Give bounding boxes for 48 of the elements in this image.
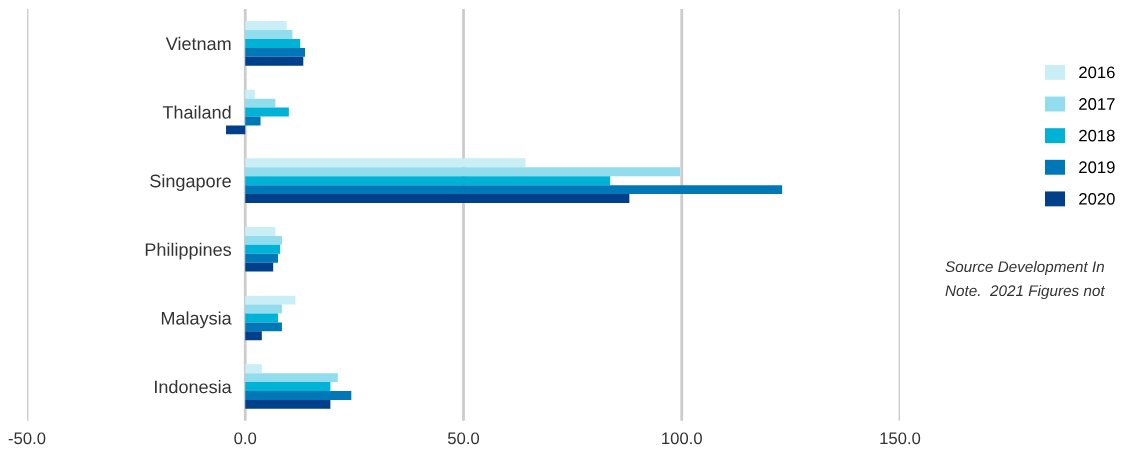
x-tick-label: 150.0 [880, 432, 921, 445]
y-tick-label: Malaysia [161, 311, 232, 329]
bar [245, 331, 262, 341]
bar [245, 304, 282, 314]
text: Note. 2021 Figures not [945, 284, 1106, 300]
bar [226, 125, 246, 135]
bar [245, 176, 611, 186]
bar [245, 47, 306, 57]
legend-label: 2017 [1079, 98, 1115, 110]
bar [245, 235, 282, 245]
bar [245, 116, 261, 126]
bar [245, 30, 293, 39]
y-tick-label: Singapore [150, 174, 231, 191]
x-tick-label: 0.0 [234, 432, 257, 445]
x-tick-label: 100.0 [662, 432, 702, 445]
bar [245, 253, 278, 263]
bar [245, 244, 281, 254]
bar [245, 262, 274, 272]
bar [245, 107, 289, 117]
source-note: Source Development In [945, 260, 1104, 276]
bar [245, 373, 338, 383]
bar [245, 167, 680, 177]
bar [245, 295, 296, 305]
legend-label: 2019 [1079, 161, 1115, 174]
bar [245, 322, 282, 332]
legend-label: 2018 [1079, 129, 1115, 142]
y-tick-label: Indonesia [155, 380, 232, 394]
x-tick-label: 50.0 [447, 432, 480, 445]
bar [245, 38, 301, 48]
bar [245, 391, 352, 400]
bar [245, 98, 276, 108]
bar [245, 364, 262, 374]
bar [245, 21, 287, 31]
legend-label: 2020 [1079, 192, 1115, 205]
y-tick-label: Thailand [162, 105, 231, 119]
bar [245, 313, 278, 323]
bar [245, 185, 783, 195]
bar [245, 194, 630, 203]
y-tick-label: Philippines [145, 242, 232, 260]
bar [245, 399, 331, 409]
bar [245, 227, 276, 236]
legend-label: 2016 [1079, 66, 1115, 79]
bar [245, 382, 331, 392]
bar [245, 56, 304, 66]
y-tick-label: Vietnam [165, 36, 231, 51]
bar [245, 158, 526, 168]
x-tick-label: -50.0 [8, 432, 46, 445]
bar [245, 89, 255, 99]
